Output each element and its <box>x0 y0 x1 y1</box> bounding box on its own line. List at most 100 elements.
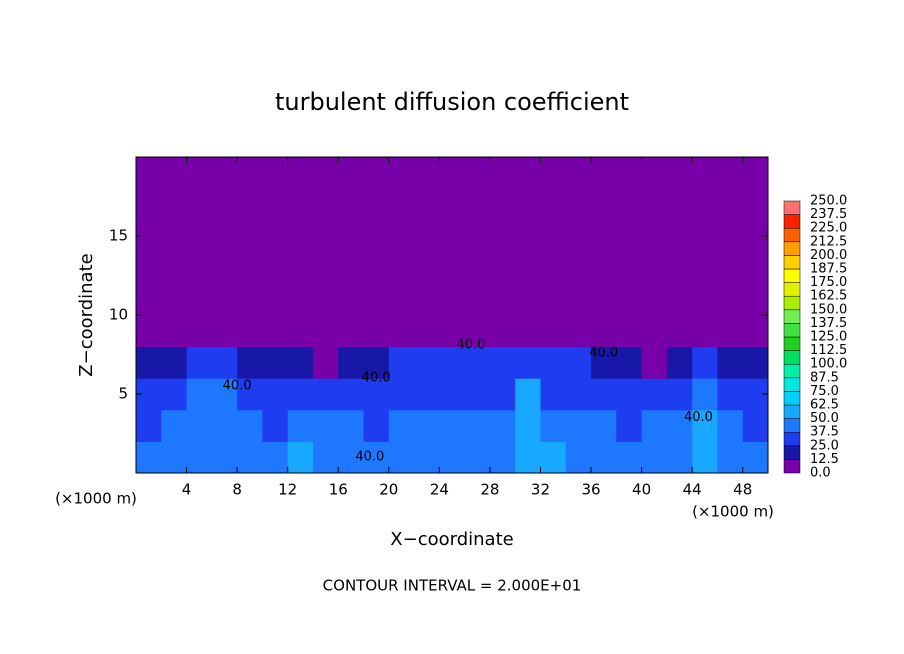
cell <box>414 315 440 348</box>
cell <box>565 220 592 253</box>
cell <box>262 346 289 379</box>
cell <box>312 220 339 253</box>
cell <box>692 283 718 316</box>
cell <box>540 441 567 474</box>
cell <box>161 251 188 284</box>
cell <box>565 157 592 190</box>
cell <box>186 441 213 474</box>
cell <box>717 220 744 253</box>
y-tick-label: 15 <box>109 227 128 245</box>
cell <box>717 378 744 411</box>
cell <box>692 315 718 348</box>
cell <box>237 409 263 442</box>
cell <box>414 283 440 316</box>
cell <box>338 188 365 221</box>
cell <box>287 251 314 284</box>
cell <box>565 283 592 316</box>
cell <box>666 251 693 284</box>
y-tick-label: 5 <box>118 385 128 403</box>
cell <box>363 441 390 474</box>
cell <box>414 157 440 190</box>
cell <box>666 220 693 253</box>
colorbar-band <box>783 268 801 283</box>
contour-label: 40.0 <box>456 338 485 353</box>
colorbar-band <box>783 445 801 460</box>
cell <box>515 220 541 253</box>
cell <box>489 283 516 316</box>
colorbar-band <box>783 391 801 406</box>
cell <box>742 315 769 348</box>
cell <box>186 188 213 221</box>
contour-label: 40.0 <box>362 371 391 386</box>
cell <box>338 346 365 379</box>
contour-label: 40.0 <box>684 410 713 425</box>
cell <box>237 220 263 253</box>
cell <box>464 378 491 411</box>
cell <box>388 441 415 474</box>
colorbar-band <box>783 200 801 215</box>
cell <box>439 378 466 411</box>
cell <box>161 315 188 348</box>
cell <box>211 346 238 379</box>
cell <box>641 346 668 379</box>
cell <box>692 441 718 474</box>
x-tick-label: 32 <box>531 481 550 499</box>
cell <box>439 220 466 253</box>
cell <box>489 441 516 474</box>
colorbar-band <box>783 404 801 419</box>
cell <box>489 251 516 284</box>
cell <box>186 346 213 379</box>
colorbar-label: 87.5 <box>810 370 839 385</box>
cell <box>388 315 415 348</box>
cell <box>186 157 213 190</box>
cell <box>464 188 491 221</box>
cell <box>717 315 744 348</box>
x-tick-label: 16 <box>329 481 348 499</box>
colorbar-label: 125.0 <box>810 330 847 345</box>
cell <box>312 251 339 284</box>
colorbar-band <box>783 255 801 270</box>
cell <box>312 409 339 442</box>
cell <box>616 315 643 348</box>
cell <box>616 188 643 221</box>
cell <box>616 346 643 379</box>
colorbar-label: 50.0 <box>810 411 839 426</box>
cell <box>363 283 390 316</box>
colorbar-label: 225.0 <box>810 221 847 236</box>
cell <box>616 409 643 442</box>
cell <box>388 188 415 221</box>
cell <box>565 346 592 379</box>
cell <box>237 378 263 411</box>
cell <box>262 441 289 474</box>
cell <box>742 188 769 221</box>
cell <box>540 220 567 253</box>
cell <box>161 283 188 316</box>
x-tick-label: 20 <box>379 481 398 499</box>
cell <box>161 441 188 474</box>
cell <box>464 157 491 190</box>
cell <box>161 409 188 442</box>
cell <box>515 378 541 411</box>
cell <box>237 283 263 316</box>
cell <box>616 251 643 284</box>
cell <box>742 283 769 316</box>
colorbar-band <box>783 418 801 433</box>
cell <box>616 220 643 253</box>
cell <box>616 283 643 316</box>
cell <box>414 188 440 221</box>
cell <box>338 315 365 348</box>
cell <box>312 346 339 379</box>
cell <box>338 283 365 316</box>
cell <box>287 315 314 348</box>
cell <box>565 409 592 442</box>
cell <box>717 346 744 379</box>
cell <box>136 251 162 284</box>
cell <box>136 157 162 190</box>
cell <box>692 346 718 379</box>
cell <box>591 378 617 411</box>
cell <box>363 157 390 190</box>
cell <box>161 157 188 190</box>
cell <box>338 251 365 284</box>
cell <box>666 378 693 411</box>
cell <box>489 378 516 411</box>
